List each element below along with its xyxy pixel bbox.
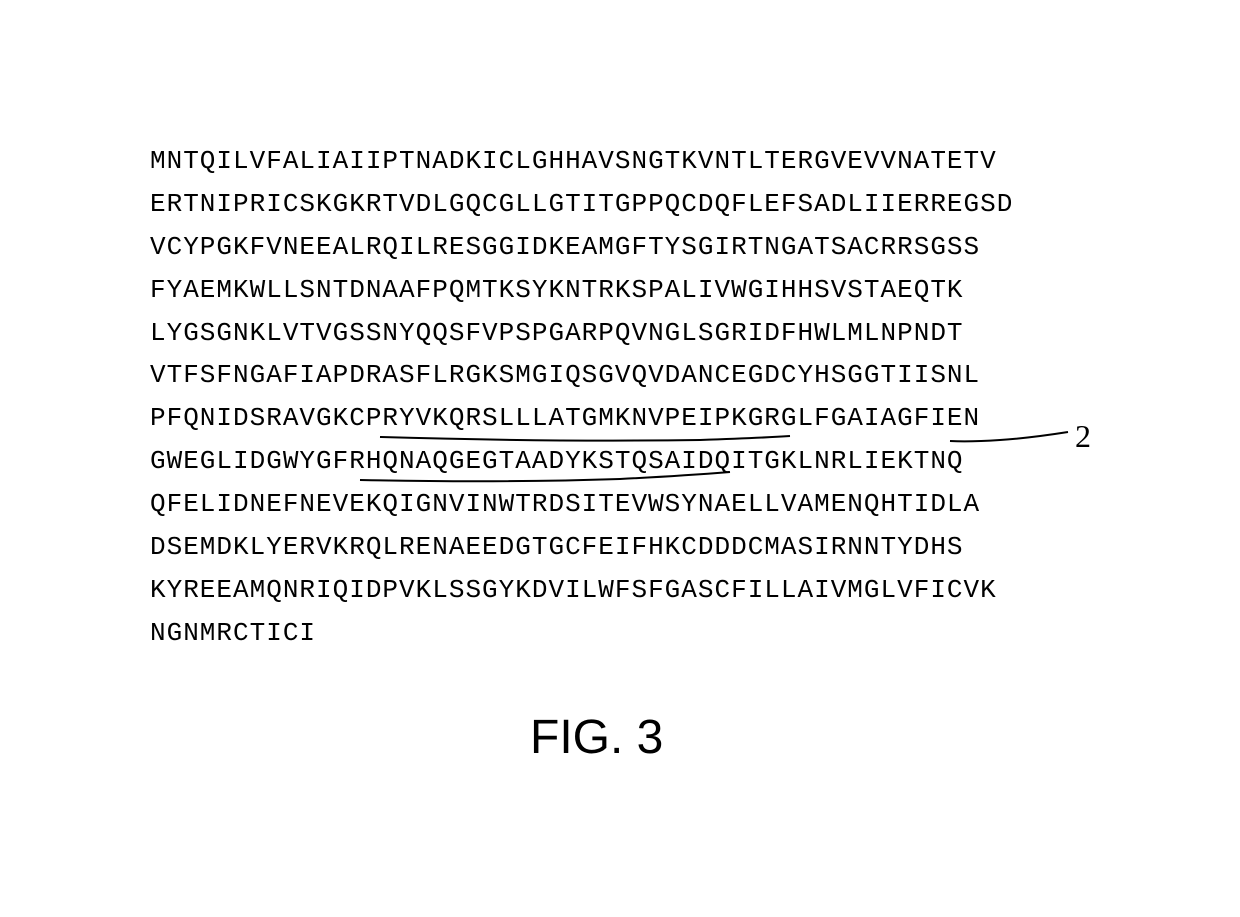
seq-line: MNTQILVFALIAIIPTNADKICLGHHAVSNGTKVNTLTER… (150, 140, 1050, 183)
seq-line: VCYPGKFVNEEALRQILRESGGIDKEAMGFTYSGIRTNGA… (150, 226, 1050, 269)
figure-caption: FIG. 3 (530, 710, 663, 765)
seq-line: PFQNIDSRAVGKCPRYVKQRSLLLATGMKNVPEIPKGRGL… (150, 397, 1050, 440)
sequence-block: MNTQILVFALIAIIPTNADKICLGHHAVSNGTKVNTLTER… (150, 140, 1050, 655)
seq-line: NGNMRCTICI (150, 612, 1050, 655)
seq-line: DSEMDKLYERVKRQLRENAEEDGTGCFEIFHKCDDDCMAS… (150, 526, 1050, 569)
seq-line: VTFSFNGAFIAPDRASFLRGKSMGIQSGVQVDANCEGDCY… (150, 354, 1050, 397)
seq-line: FYAEMKWLLSNTDNAAFPQMTKSYKNTRKSPALIVWGIHH… (150, 269, 1050, 312)
callout-number: 2 (1075, 418, 1091, 455)
seq-line: GWEGLIDGWYGFRHQNAQGEGTAADYKSTQSAIDQITGKL… (150, 440, 1050, 483)
seq-line: ERTNIPRICSKGKRTVDLGQCGLLGTITGPPQCDQFLEFS… (150, 183, 1050, 226)
seq-line: LYGSGNKLVTVGSSNYQQSFVPSPGARPQVNGLSGRIDFH… (150, 312, 1050, 355)
seq-line: KYREEAMQNRIQIDPVKLSSGYKDVILWFSFGASCFILLA… (150, 569, 1050, 612)
seq-line: QFELIDNEFNEVEKQIGNVINWTRDSITEVWSYNAELLVA… (150, 483, 1050, 526)
